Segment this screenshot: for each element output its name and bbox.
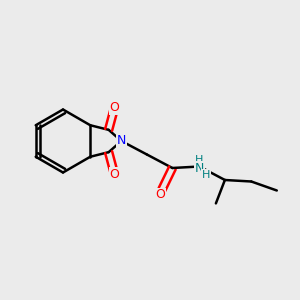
Text: O: O: [155, 188, 165, 202]
Text: H: H: [202, 170, 210, 180]
Text: H: H: [195, 155, 204, 165]
Text: O: O: [110, 168, 120, 181]
Text: N: N: [195, 161, 204, 175]
Text: O: O: [110, 101, 120, 114]
Text: N: N: [117, 134, 126, 148]
